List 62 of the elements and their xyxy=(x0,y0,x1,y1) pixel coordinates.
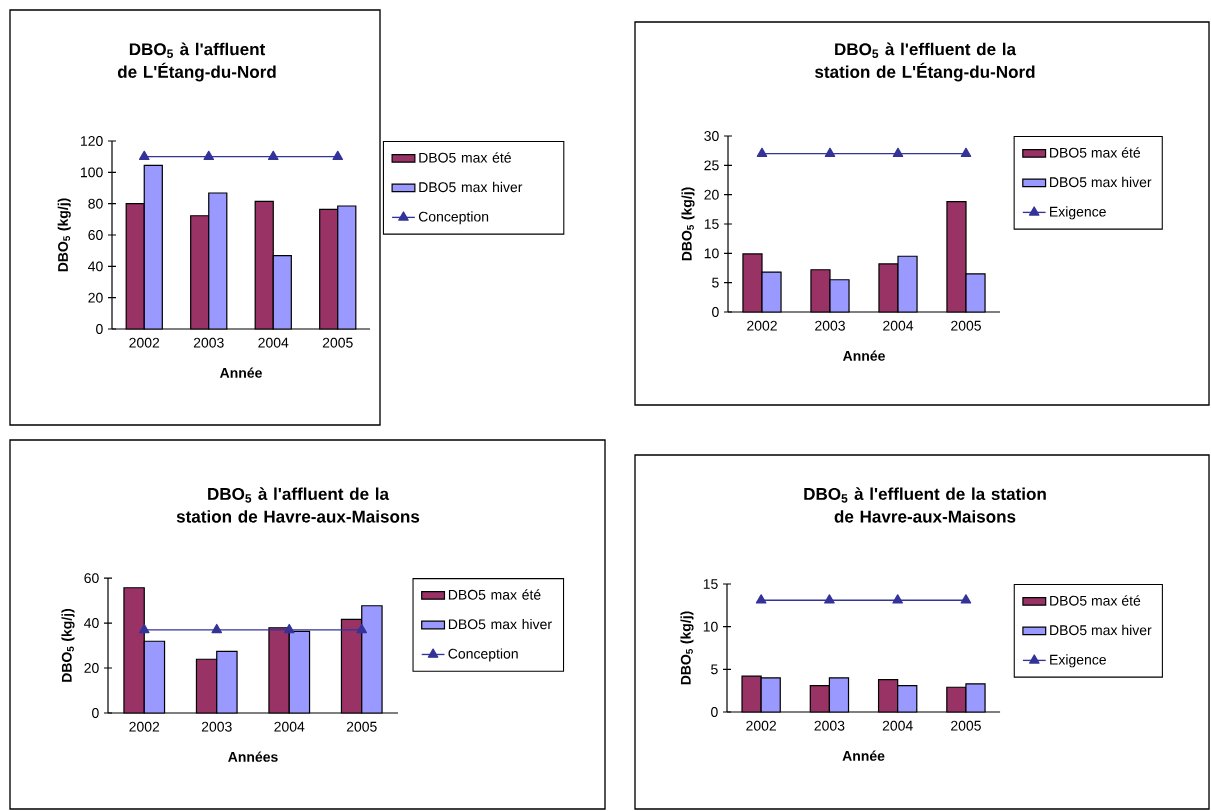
y-tick-label: 100 xyxy=(81,167,103,178)
legend-label: DBO5 max hiver xyxy=(1050,176,1152,188)
x-tick-label: 2004 xyxy=(274,721,305,732)
y-tick-label: 5 xyxy=(712,277,719,288)
y-tick-label: 0 xyxy=(92,708,99,718)
y-tick-label: 80 xyxy=(88,198,103,209)
y-tick-label: 20 xyxy=(704,189,719,200)
x-tick-label: 2005 xyxy=(951,720,981,731)
y-axis-title: DBO$_{5}$ (kg/j) xyxy=(57,198,71,272)
y-tick-label: 60 xyxy=(88,230,103,240)
y-axis-title: DBO$_{5}$ (kg/j) xyxy=(61,608,75,682)
x-tick-label: 2002 xyxy=(129,721,160,732)
legend-label: DBO5 max hiver xyxy=(419,181,523,193)
x-tick-label: 2005 xyxy=(322,337,353,348)
y-axis-title: DBO$_{5}$ (kg/j) xyxy=(680,611,694,685)
x-tick-label: 2002 xyxy=(747,320,777,331)
y-axis-title: DBO$_{5}$ (kg/j) xyxy=(681,187,695,261)
y-tick-label: 10 xyxy=(704,248,719,259)
y-tick-label: 0 xyxy=(96,324,103,334)
x-tick-label: 2004 xyxy=(882,720,913,731)
x-tick-label: 2005 xyxy=(346,721,377,732)
x-tick-label: 2005 xyxy=(951,320,981,331)
legend-label: Conception xyxy=(448,648,518,662)
x-tick-label: 2002 xyxy=(746,720,776,731)
y-tick-label: 20 xyxy=(88,292,103,303)
legend-label: DBO5 max été xyxy=(1050,147,1141,158)
y-tick-label: 120 xyxy=(81,136,103,146)
x-tick-label: 2002 xyxy=(129,337,160,348)
x-axis-title: Années xyxy=(228,751,278,762)
y-tick-label: 5 xyxy=(711,664,718,675)
y-tick-label: 0 xyxy=(711,707,718,717)
x-axis-title: Année xyxy=(842,350,885,361)
legend-label: Conception xyxy=(418,211,489,225)
legend-label: DBO5 max été xyxy=(448,589,541,600)
legend-label: Exigence xyxy=(1050,654,1106,668)
legend-label: DBO5 max été xyxy=(1050,595,1141,606)
x-tick-label: 2004 xyxy=(258,337,289,348)
x-tick-label: 2004 xyxy=(883,320,914,331)
x-tick-label: 2003 xyxy=(815,320,845,331)
y-tick-label: 25 xyxy=(704,160,719,171)
y-tick-label: 30 xyxy=(704,131,719,141)
chart-title: DBO$_{5}$ à l'effluent de la station de L'Étang-du-Nord xyxy=(815,42,1035,82)
y-tick-label: 10 xyxy=(703,621,718,632)
legend-label: DBO5 max hiver xyxy=(1050,624,1152,636)
y-tick-label: 40 xyxy=(88,261,103,272)
y-tick-label: 60 xyxy=(84,573,99,584)
x-tick-label: 2003 xyxy=(193,337,224,348)
chart-title: DBO$_{5}$ à l'affluent de L'Étang-du-Nord xyxy=(117,42,276,82)
y-tick-label: 20 xyxy=(84,663,99,673)
x-axis-title: Année xyxy=(842,750,885,761)
x-tick-label: 2003 xyxy=(814,720,845,731)
legend-label: DBO5 max été xyxy=(419,152,511,163)
y-tick-label: 15 xyxy=(703,579,718,589)
chart-title: DBO$_{5}$ à l'effluent de la station de Havre-aux-Maisons xyxy=(804,487,1046,523)
x-tick-label: 2003 xyxy=(201,721,232,732)
chart-title: DBO$_{5}$ à l'affluent de la station de Havre-aux-Maisons xyxy=(176,487,420,523)
legend-label: DBO5 max hiver xyxy=(448,618,552,630)
legend-label: Exigence xyxy=(1050,206,1106,220)
y-tick-label: 0 xyxy=(712,307,719,317)
y-tick-label: 15 xyxy=(704,219,719,229)
y-tick-label: 40 xyxy=(84,618,99,629)
x-axis-title: Année xyxy=(219,367,262,378)
